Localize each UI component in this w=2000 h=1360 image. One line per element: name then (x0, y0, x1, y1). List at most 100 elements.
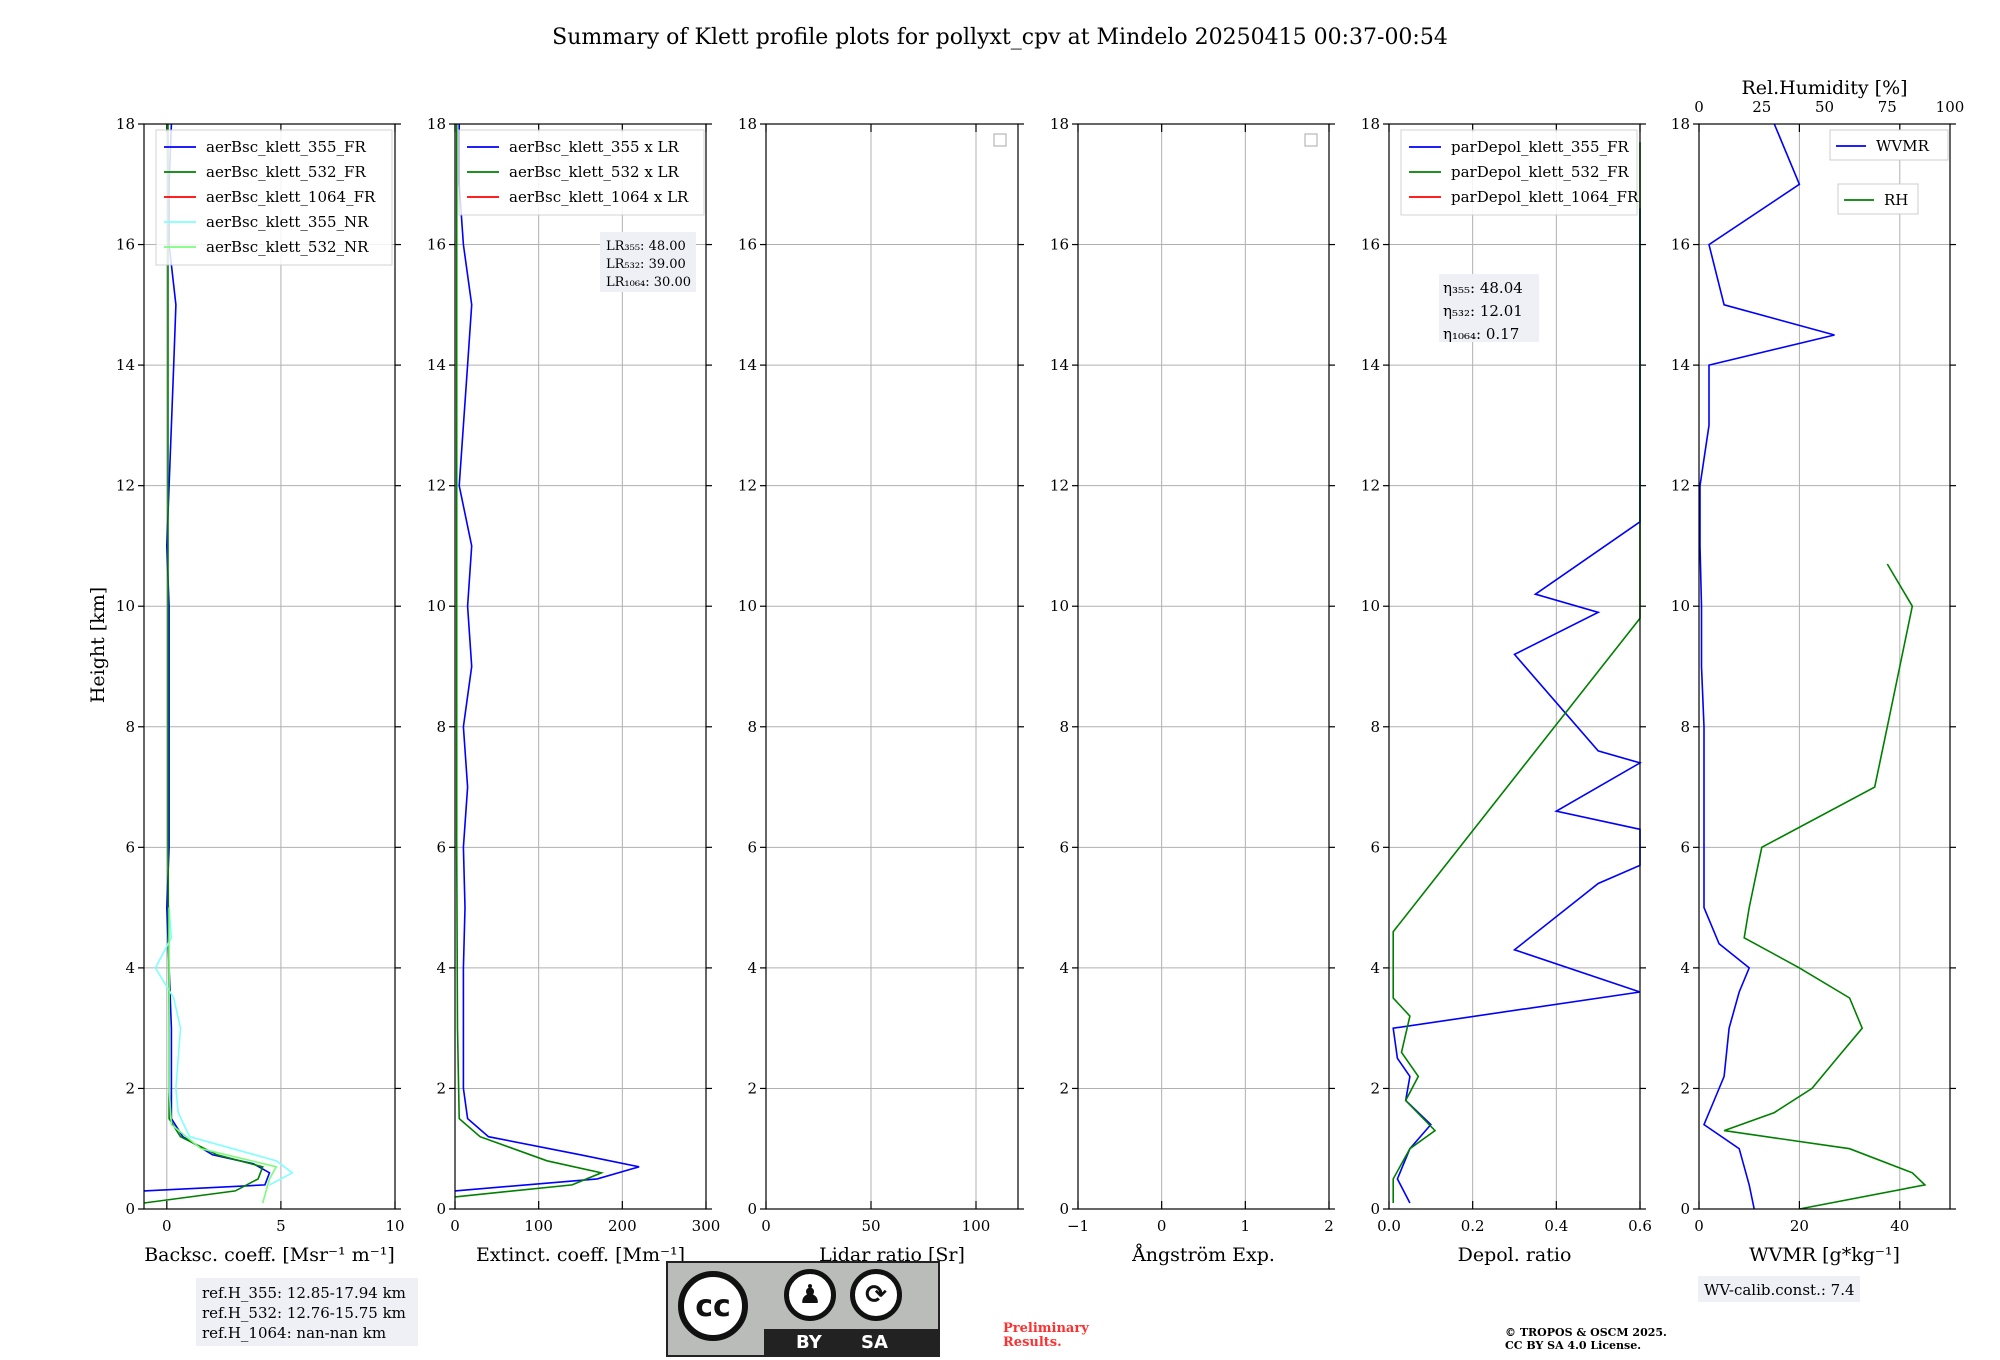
y-tick-label: 14 (427, 356, 446, 374)
eta-label: η₃₅₅: 48.04 (1443, 279, 1523, 297)
wv-calib-const: WV-calib.const.: 7.4 (1704, 1281, 1855, 1299)
legend-entry: aerBsc_klett_355 x LR (509, 138, 680, 156)
series-line-aerBsc_klett_532_NR (168, 907, 278, 1204)
y-tick-label: 0 (747, 1200, 757, 1218)
y-tick-label: 14 (1671, 356, 1690, 374)
y-tick-label: 18 (427, 115, 446, 133)
y-tick-label: 16 (1050, 236, 1069, 254)
y-tick-label: 12 (1050, 477, 1069, 495)
copyright-line-1: © TROPOS & OSCM 2025. (1505, 1326, 1667, 1339)
series-line-WVMR (1699, 123, 1835, 1210)
y-tick-label: 2 (125, 1079, 135, 1097)
series-line-aerBsc_klett_355_FR (143, 123, 271, 1192)
y-tick-label: 4 (436, 959, 446, 977)
y-tick-label: 10 (116, 597, 135, 615)
x-tick-label: 0.6 (1628, 1217, 1652, 1235)
x-tick-label: 0 (162, 1217, 172, 1235)
y-tick-label: 4 (1370, 959, 1380, 977)
x-tick-label: 20 (1790, 1217, 1809, 1235)
eta-box (1439, 274, 1539, 342)
x-tick-label: 0 (1694, 1217, 1704, 1235)
y-tick-label: 8 (1059, 718, 1069, 736)
y-tick-label: 6 (747, 838, 757, 856)
y-tick-label: 0 (436, 1200, 446, 1218)
cc-logo: cc (678, 1271, 748, 1341)
y-tick-label: 6 (125, 838, 135, 856)
x-tick-label: 0.4 (1544, 1217, 1568, 1235)
x-axis-label: Depol. ratio (1458, 1244, 1572, 1266)
axes-frame (143, 123, 396, 1210)
x-axis-label: Ångström Exp. (1131, 1244, 1275, 1266)
y-tick-label: 16 (1671, 236, 1690, 254)
legend-entry: aerBsc_klett_355_FR (206, 138, 366, 156)
cc-sa-label: SA (861, 1332, 888, 1353)
lr-label: LR₃₅₅: 48.00 (606, 239, 686, 254)
top-axis-label: Rel.Humidity [%] (1741, 77, 1907, 99)
series-line-aerBsc_klett_532_FR (143, 124, 264, 1204)
panel-5: 0.0 0.2 0.4 0.6 0 2 4 6 8 10 12 14 16 18 Depol. ratio p… (1361, 115, 1652, 1266)
y-tick-label: 0 (1370, 1200, 1380, 1218)
y-tick-label: 18 (1671, 115, 1690, 133)
ref-height-1064: ref.H_1064: nan-nan km (202, 1324, 386, 1342)
y-tick-label: 4 (1059, 959, 1069, 977)
x-tick-label: 10 (385, 1217, 404, 1235)
y-tick-label: 10 (1361, 597, 1380, 615)
legend-entry: aerBsc_klett_1064 x LR (509, 188, 689, 206)
series-line-aerBsc_klett_355_NR (154, 907, 294, 1186)
y-tick-label: 8 (436, 718, 446, 736)
x-tick-label: 0 (450, 1217, 460, 1235)
legend-box (1829, 129, 1949, 161)
cc-by-label: BY (796, 1332, 822, 1353)
ref-height-box: ref.H_355: 12.85-17.94 km ref.H_532: 12.… (196, 1278, 418, 1346)
legend-entry: parDepol_klett_355_FR (1451, 138, 1629, 156)
legend-box (458, 129, 705, 216)
x-tick-label: 40 (1890, 1217, 1909, 1235)
x-tick-label: 0 (1157, 1217, 1167, 1235)
copyright-line-2: CC BY SA 4.0 License. (1505, 1339, 1641, 1352)
y-tick-label: 12 (427, 477, 446, 495)
y-tick-label: 0 (1680, 1200, 1690, 1218)
y-tick-label: 10 (427, 597, 446, 615)
y-tick-label: 10 (1050, 597, 1069, 615)
y-tick-label: 8 (747, 718, 757, 736)
y-tick-label: 6 (1059, 838, 1069, 856)
legend-entry: aerBsc_klett_1064_FR (206, 188, 376, 206)
y-tick-label: 4 (747, 959, 757, 977)
figure-title: Summary of Klett profile plots for polly… (552, 25, 1448, 50)
axes-frame (1388, 123, 1641, 1210)
top-tick-label: 100 (1936, 98, 1965, 116)
empty-legend (1304, 133, 1318, 147)
cc-license-badge: cc ♟ ⟳ BY SA (666, 1261, 940, 1357)
y-tick-label: 2 (1370, 1079, 1380, 1097)
legend-entry: parDepol_klett_1064_FR (1451, 188, 1639, 206)
y-tick-label: 4 (125, 959, 135, 977)
y-tick-label: 2 (1680, 1079, 1690, 1097)
cc-label-strip (764, 1329, 938, 1355)
legend-entry: RH (1884, 191, 1908, 209)
attribution-person-icon: ♟ (784, 1269, 836, 1321)
y-tick-label: 0 (125, 1200, 135, 1218)
x-tick-label: 1 (1241, 1217, 1251, 1235)
y-tick-label: 16 (1361, 236, 1380, 254)
axes-frame (1077, 123, 1330, 1210)
legend-entry: aerBsc_klett_532 x LR (509, 163, 680, 181)
x-tick-label: 300 (692, 1217, 721, 1235)
wv-calib-box: WV-calib.const.: 7.4 (1698, 1276, 1860, 1302)
y-tick-label: 10 (1671, 597, 1690, 615)
y-tick-label: 12 (1671, 477, 1690, 495)
y-tick-label: 8 (1680, 718, 1690, 736)
x-tick-label: 200 (608, 1217, 637, 1235)
top-tick-label: 0 (1694, 98, 1704, 116)
legend-entry: aerBsc_klett_532_NR (206, 238, 369, 256)
preliminary-line-2: Results. (1003, 1335, 1062, 1350)
y-tick-label: 12 (116, 477, 135, 495)
y-tick-label: 6 (436, 838, 446, 856)
x-tick-label: 100 (962, 1217, 991, 1235)
legend-entry: parDepol_klett_532_FR (1451, 163, 1629, 181)
preliminary-line-1: Preliminary (1003, 1321, 1089, 1336)
y-tick-label: 10 (738, 597, 757, 615)
y-tick-label: 2 (747, 1079, 757, 1097)
share-alike-icon: ⟳ (850, 1269, 902, 1321)
panel-6: 0 20 40 0 2 4 6 8 10 12 14 16 18 WVMR [g*kg⁻¹] WVMR RH R… (1671, 77, 1964, 1266)
